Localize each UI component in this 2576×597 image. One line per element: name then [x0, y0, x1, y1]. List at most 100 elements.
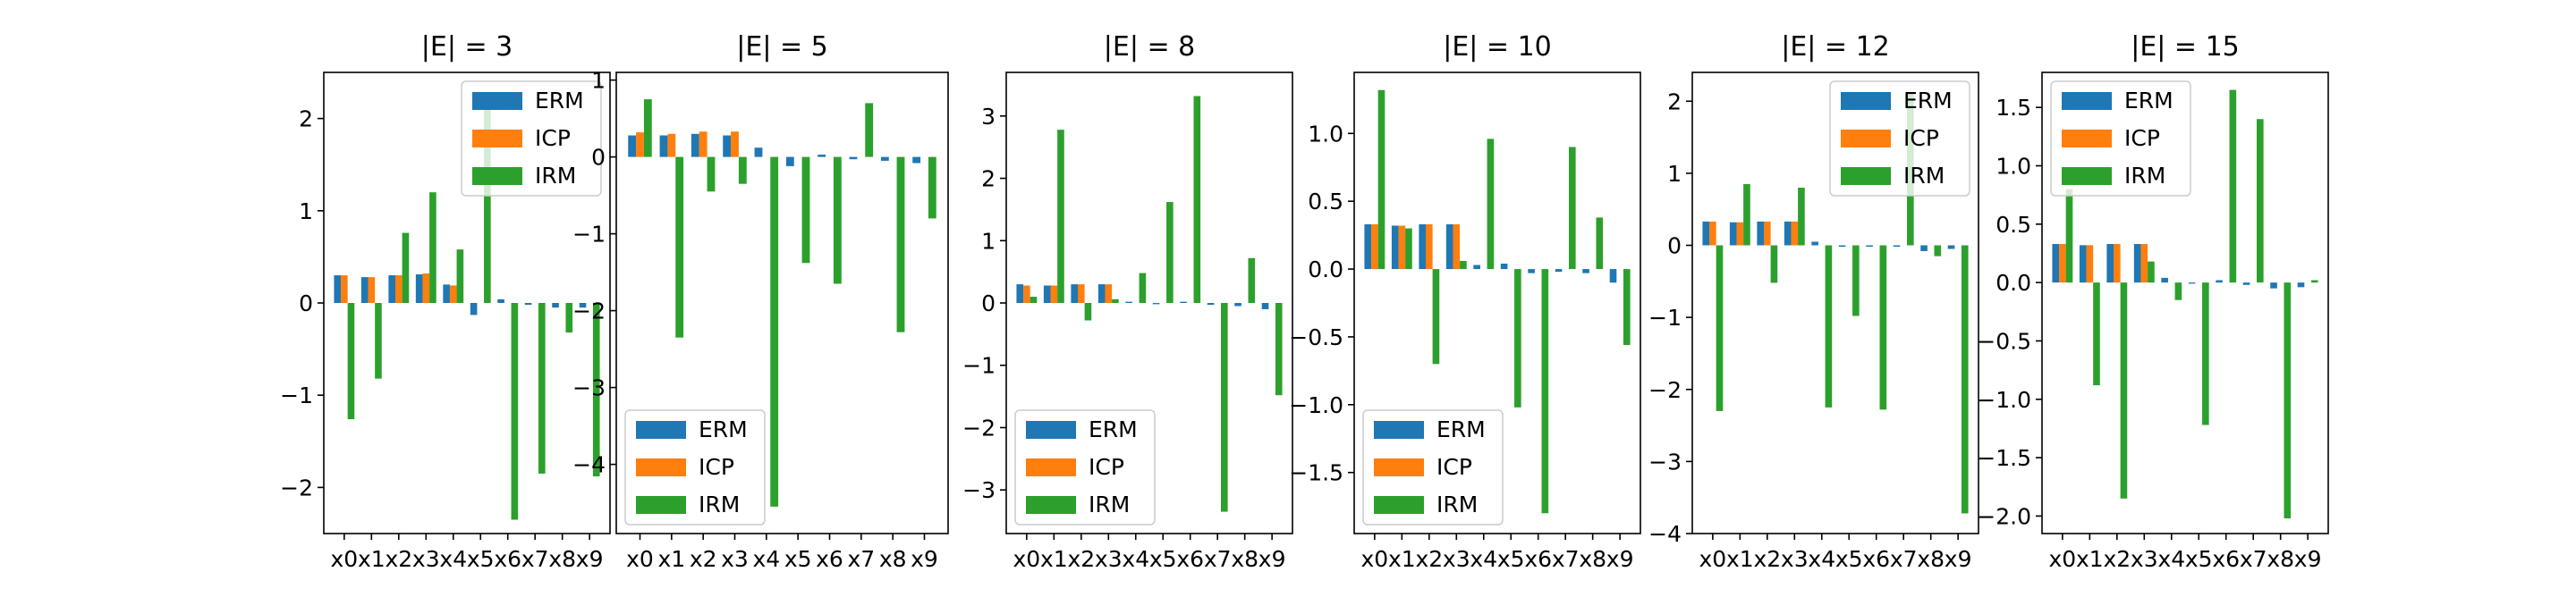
- x-tick-label: x4: [1470, 546, 1497, 572]
- x-tick-label: x2: [1415, 546, 1443, 572]
- x-tick-label: x2: [385, 546, 412, 572]
- bar-icp-x3: [422, 273, 430, 303]
- bar-irm-x8: [565, 303, 573, 333]
- bar-irm-x8: [2284, 282, 2292, 519]
- y-tick-label: 1.0: [1308, 121, 1343, 147]
- bar-irm-x1: [675, 156, 684, 338]
- y-tick-label: −1.5: [1289, 460, 1343, 486]
- bar-icp-x0: [1371, 223, 1378, 270]
- x-tick-label: x7: [1890, 546, 1918, 572]
- bar-erm-x4: [1473, 265, 1480, 270]
- x-tick-label: x7: [521, 546, 549, 572]
- legend-swatch-erm: [636, 421, 686, 439]
- legend-label-erm: ERM: [1903, 88, 1953, 114]
- bar-erm-x7: [524, 303, 532, 306]
- y-tick-label: 2: [299, 106, 313, 132]
- bar-irm-x6: [2229, 89, 2237, 283]
- bar-irm-x0: [1377, 89, 1385, 270]
- legend-swatch-erm: [1841, 92, 1891, 110]
- y-tick-label: 1: [299, 198, 313, 224]
- y-tick-label: −0.5: [1289, 324, 1343, 350]
- x-tick-label: x3: [721, 546, 749, 572]
- bar-irm-x1: [2093, 282, 2100, 386]
- bar-icp-x1: [2086, 245, 2094, 283]
- bar-irm-x3: [1112, 298, 1119, 303]
- x-tick-label: x6: [1862, 546, 1890, 572]
- bar-erm-x6: [497, 298, 504, 303]
- y-tick-label: −1: [280, 383, 313, 408]
- bar-irm-x9: [592, 303, 600, 477]
- legend-label-irm: IRM: [535, 163, 576, 189]
- bar-erm-x7: [1893, 245, 1901, 248]
- bar-irm-x0: [1716, 245, 1724, 411]
- x-tick-label: x6: [494, 546, 521, 572]
- bar-irm-x6: [1193, 96, 1201, 303]
- bar-icp-x2: [1078, 284, 1085, 303]
- bar-erm-x1: [360, 277, 369, 303]
- bar-erm-x0: [628, 135, 637, 157]
- bar-erm-x4: [1811, 241, 1818, 246]
- bar-irm-x8: [896, 156, 905, 332]
- bar-erm-x5: [1152, 303, 1160, 305]
- bar-irm-x9: [1275, 303, 1283, 396]
- bar-icp-x0: [2059, 244, 2066, 283]
- x-tick-label: x1: [1040, 546, 1068, 572]
- bar-irm-x7: [1221, 303, 1228, 512]
- bar-erm-x3: [415, 274, 423, 303]
- legend-label-icp: ICP: [1903, 125, 1939, 151]
- bar-irm-x5: [2202, 282, 2209, 425]
- bar-erm-x9: [579, 303, 587, 308]
- y-tick-label: 2: [981, 166, 996, 192]
- legend-swatch-irm: [2062, 167, 2112, 185]
- x-tick-label: x5: [2185, 546, 2213, 572]
- legend-swatch-irm: [1841, 167, 1891, 185]
- bar-erm-x3: [1784, 221, 1792, 246]
- x-tick-label: x8: [2267, 546, 2294, 572]
- chart-title: |E| = 10: [1443, 31, 1552, 63]
- bar-erm-x2: [388, 275, 395, 303]
- bar-irm-x9: [1961, 245, 1969, 514]
- bar-erm-x5: [1838, 245, 1846, 248]
- bar-erm-x2: [2106, 244, 2114, 283]
- bar-irm-x0: [643, 99, 652, 157]
- chart-panel-3: |E| = 10−1.5−1.0−0.50.00.51.0x0 x1 x2 x3 x4 x…: [1289, 31, 1641, 572]
- y-tick-label: −0.5: [1977, 328, 2031, 354]
- x-tick-label: x3: [1443, 546, 1470, 572]
- bar-erm-x6: [1528, 269, 1535, 273]
- y-tick-label: 0: [591, 145, 606, 171]
- bar-erm-x4: [2161, 277, 2168, 283]
- legend-swatch-erm: [472, 92, 522, 110]
- legend-label-icp: ICP: [1089, 454, 1124, 480]
- bar-erm-x1: [1391, 225, 1399, 270]
- bar-irm-x3: [2148, 261, 2155, 283]
- bar-erm-x9: [1947, 245, 1955, 249]
- legend-label-icp: ICP: [699, 454, 734, 480]
- x-tick-label: x9: [1945, 546, 1972, 572]
- chart-panel-5: |E| = 15 −2.0 −1.5 −1.0 −0.5 0.0 0.5 1.0 1.5 x0 x1…: [1977, 31, 2329, 572]
- bar-icp-x0: [1023, 285, 1030, 303]
- bar-icp-x0: [341, 275, 348, 303]
- x-tick-label: x9: [1258, 546, 1286, 572]
- legend: ERM ICP IRM: [1829, 80, 1970, 197]
- bar-irm-x5: [1852, 245, 1860, 316]
- y-tick-label: 1: [1667, 161, 1682, 187]
- bar-irm-x1: [1405, 228, 1412, 270]
- y-tick-label: 0.0: [1996, 270, 2031, 296]
- bar-erm-x4: [443, 284, 450, 303]
- bar-irm-x7: [538, 303, 546, 474]
- bar-erm-x8: [1234, 303, 1241, 307]
- x-tick-label: x4: [1808, 546, 1835, 572]
- bar-erm-x6: [1180, 301, 1187, 303]
- bar-erm-x3: [1445, 223, 1453, 270]
- y-tick-label: 0.5: [1996, 212, 2031, 238]
- legend-label-irm: IRM: [2124, 163, 2165, 189]
- bar-icp-x2: [699, 131, 708, 157]
- bar-icp-x4: [449, 285, 457, 303]
- bar-erm-x3: [1097, 284, 1106, 303]
- chart-title: |E| = 8: [1104, 31, 1195, 63]
- legend-label-erm: ERM: [1089, 416, 1138, 442]
- legend-label-erm: ERM: [699, 416, 748, 442]
- x-tick-label: x1: [2076, 546, 2104, 572]
- x-tick-label: x3: [412, 546, 440, 572]
